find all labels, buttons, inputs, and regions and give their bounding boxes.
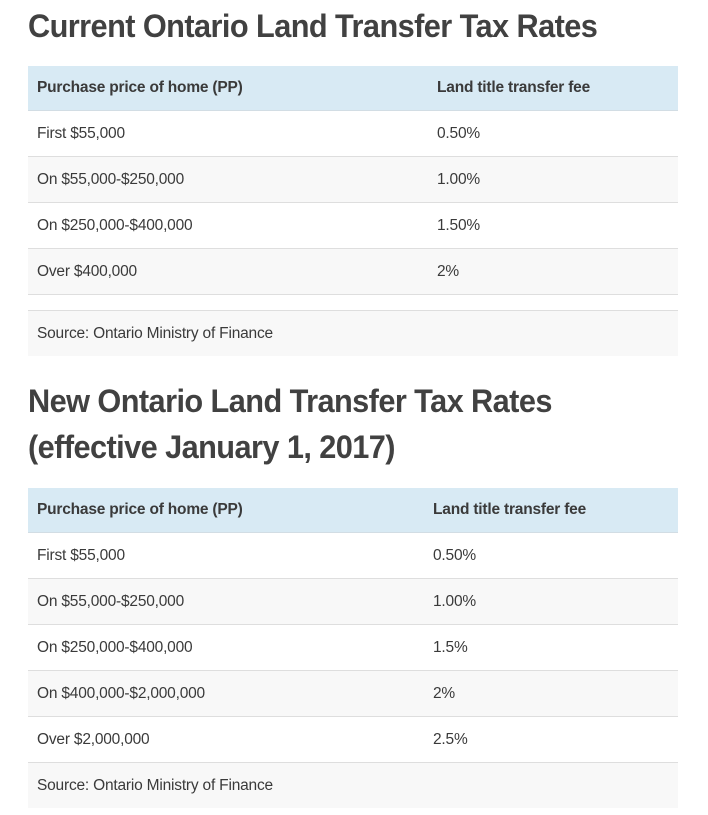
table-row: On $55,000-$250,000 1.00%: [28, 578, 678, 625]
empty-row: [28, 294, 678, 311]
price-range-cell: First $55,000: [28, 532, 424, 579]
source-note: Source: Ontario Ministry of Finance: [28, 310, 678, 356]
new-rates-title: New Ontario Land Transfer Tax Rates (eff…: [28, 378, 552, 470]
fee-rate-cell: 2%: [428, 248, 678, 295]
table-row: First $55,000 0.50%: [28, 110, 678, 157]
source-row: Source: Ontario Ministry of Finance: [28, 762, 678, 808]
new-rates-table: Purchase price of home (PP) Land title t…: [28, 488, 678, 808]
price-range-cell: Over $2,000,000: [28, 716, 424, 763]
fee-rate-cell: 0.50%: [424, 532, 678, 579]
table-row: First $55,000 0.50%: [28, 532, 678, 579]
new-rates-title-line1: New Ontario Land Transfer Tax Rates: [28, 383, 552, 419]
source-note: Source: Ontario Ministry of Finance: [28, 762, 678, 808]
price-range-cell: On $250,000-$400,000: [28, 202, 428, 249]
table-row: On $400,000-$2,000,000 2%: [28, 670, 678, 717]
header-purchase-price: Purchase price of home (PP): [28, 66, 428, 111]
fee-rate-cell: 1.00%: [424, 578, 678, 625]
empty-cell: [28, 294, 428, 311]
header-purchase-price: Purchase price of home (PP): [28, 488, 424, 533]
fee-rate-cell: 1.50%: [428, 202, 678, 249]
price-range-cell: On $250,000-$400,000: [28, 624, 424, 671]
fee-rate-cell: 1.5%: [424, 624, 678, 671]
header-transfer-fee: Land title transfer fee: [428, 66, 678, 111]
price-range-cell: On $400,000-$2,000,000: [28, 670, 424, 717]
table-row: On $250,000-$400,000 1.5%: [28, 624, 678, 671]
price-range-cell: First $55,000: [28, 110, 428, 157]
price-range-cell: On $55,000-$250,000: [28, 156, 428, 203]
table-row: Over $2,000,000 2.5%: [28, 716, 678, 763]
table-row: Over $400,000 2%: [28, 248, 678, 295]
fee-rate-cell: 2%: [424, 670, 678, 717]
table-header-row: Purchase price of home (PP) Land title t…: [28, 488, 678, 533]
header-transfer-fee: Land title transfer fee: [424, 488, 678, 533]
fee-rate-cell: 2.5%: [424, 716, 678, 763]
fee-rate-cell: 0.50%: [428, 110, 678, 157]
source-row: Source: Ontario Ministry of Finance: [28, 310, 678, 356]
table-row: On $250,000-$400,000 1.50%: [28, 202, 678, 249]
price-range-cell: On $55,000-$250,000: [28, 578, 424, 625]
table-header-row: Purchase price of home (PP) Land title t…: [28, 66, 678, 111]
price-range-cell: Over $400,000: [28, 248, 428, 295]
table-row: On $55,000-$250,000 1.00%: [28, 156, 678, 203]
current-rates-title: Current Ontario Land Transfer Tax Rates: [28, 8, 598, 44]
fee-rate-cell: 1.00%: [428, 156, 678, 203]
empty-cell: [428, 294, 678, 311]
current-rates-table: Purchase price of home (PP) Land title t…: [28, 66, 678, 356]
new-rates-title-line2: (effective January 1, 2017): [28, 429, 396, 465]
